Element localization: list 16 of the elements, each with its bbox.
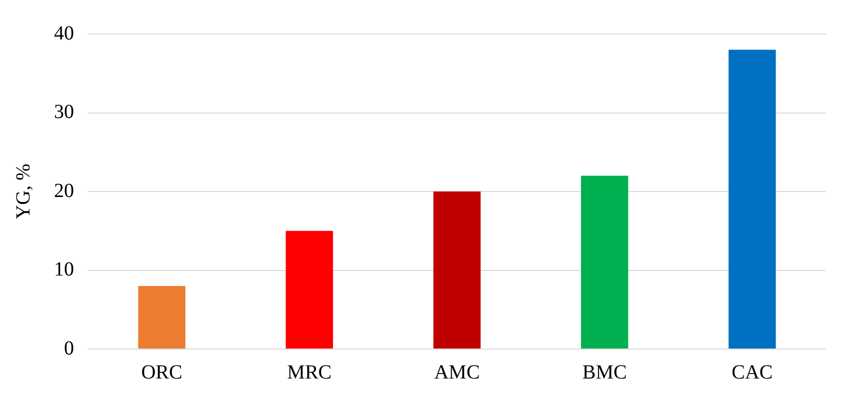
x-tick-label: CAC [732, 361, 773, 384]
bar [138, 286, 186, 348]
y-axis-title: YG, % [12, 164, 34, 220]
bar [580, 176, 628, 348]
x-tick-label: MRC [287, 361, 332, 384]
bar [728, 50, 776, 348]
x-tick-label: BMC [582, 361, 627, 384]
y-tick-label: 30 [54, 101, 74, 123]
y-tick-label: 10 [54, 258, 74, 280]
y-tick-label: 40 [54, 22, 74, 44]
y-tick-label: 0 [64, 337, 74, 360]
y-tick-label: 20 [54, 180, 74, 202]
x-tick-label: AMC [434, 361, 480, 384]
bar [433, 192, 481, 348]
x-tick-label: ORC [141, 361, 182, 384]
bar [286, 230, 334, 348]
